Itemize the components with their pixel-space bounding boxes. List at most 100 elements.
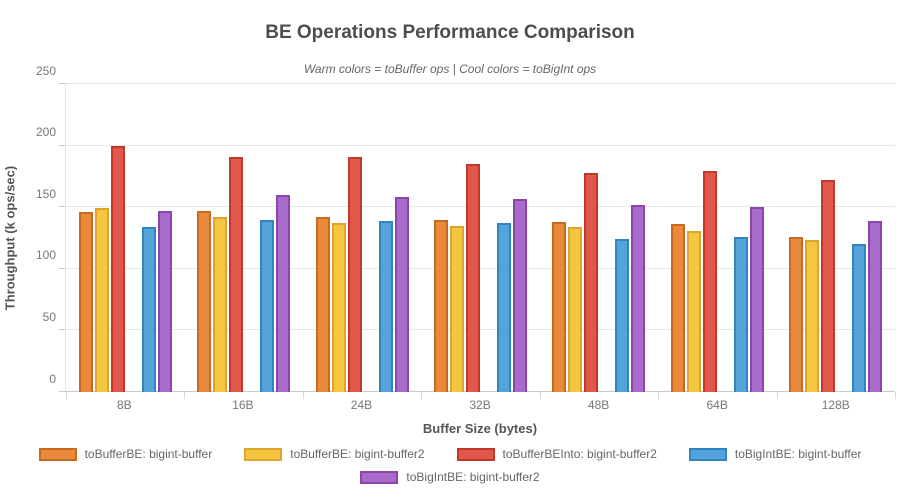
- x-tick-mark: [66, 392, 67, 399]
- legend-label: toBufferBE: bigint-buffer2: [290, 447, 425, 461]
- x-category-label: 128B: [821, 398, 850, 412]
- plot-area: 0 50 100 150 200 250: [36, 64, 896, 399]
- y-tick-label: 200: [35, 125, 56, 140]
- chart-subtitle: Warm colors = toBuffer ops | Cool colors…: [303, 62, 597, 76]
- bar[interactable]: [631, 204, 646, 392]
- x-category-label: 32B: [469, 398, 491, 412]
- bar[interactable]: [852, 244, 867, 392]
- x-axis-labels: 8B 16B 24B 32B 48B 64B 128B: [65, 398, 895, 412]
- bar[interactable]: [260, 219, 275, 392]
- y-tick-label: 150: [35, 186, 56, 201]
- x-category-label: 16B: [232, 398, 254, 412]
- bar[interactable]: [276, 194, 291, 392]
- bar-group-128B: [777, 84, 895, 392]
- bar[interactable]: [512, 198, 527, 392]
- gridline: [66, 329, 895, 331]
- x-tick-mark: [302, 392, 304, 399]
- bar[interactable]: [347, 156, 362, 392]
- x-category-label: 8B: [116, 398, 132, 412]
- legend-item[interactable]: toBufferBEInto: bigint-buffer2: [456, 447, 657, 461]
- x-category-label: 64B: [706, 398, 728, 412]
- legend-swatch: [38, 447, 77, 461]
- legend-item[interactable]: toBigIntBE: bigint-buffer2: [360, 470, 540, 484]
- gridline: [66, 267, 895, 269]
- bar[interactable]: [449, 225, 464, 392]
- gridline: [66, 144, 895, 146]
- bar[interactable]: [78, 212, 93, 392]
- legend-item[interactable]: toBigIntBE: bigint-buffer: [688, 447, 862, 461]
- y-tick-label: 250: [35, 63, 56, 78]
- bar[interactable]: [331, 223, 346, 392]
- x-tick-mark: [776, 392, 778, 399]
- bar[interactable]: [821, 180, 836, 392]
- y-tick-mark: [59, 267, 66, 269]
- bar-group-8B: [66, 84, 184, 392]
- x-tick-mark: [184, 392, 186, 399]
- legend-item[interactable]: toBufferBE: bigint-buffer2: [244, 447, 425, 461]
- bar[interactable]: [110, 145, 125, 392]
- y-tick-mark: [59, 391, 66, 392]
- legend: toBufferBE: bigint-buffer toBufferBE: big…: [0, 447, 900, 484]
- bar-group-24B: [303, 84, 421, 392]
- x-tick-mark: [421, 392, 423, 399]
- bar[interactable]: [157, 210, 172, 392]
- y-tick-label: 100: [35, 248, 56, 263]
- bar[interactable]: [229, 156, 244, 392]
- legend-label: toBufferBE: bigint-buffer: [84, 447, 213, 461]
- bar[interactable]: [496, 223, 511, 392]
- x-axis-title: Buffer Size (bytes): [422, 421, 538, 436]
- bar[interactable]: [94, 208, 109, 392]
- bar[interactable]: [465, 164, 480, 392]
- bar-group-16B: [184, 84, 302, 392]
- legend-label: toBufferBEInto: bigint-buffer2: [502, 447, 657, 461]
- bar[interactable]: [789, 236, 804, 392]
- legend-swatch: [244, 447, 283, 461]
- y-tick-label: 50: [42, 309, 56, 324]
- bar[interactable]: [568, 226, 583, 392]
- x-category-label: 24B: [350, 398, 373, 412]
- bar[interactable]: [584, 172, 599, 392]
- gridline: [66, 83, 895, 84]
- y-tick-mark: [59, 83, 66, 84]
- x-tick-mark: [658, 392, 660, 399]
- bar[interactable]: [315, 217, 330, 392]
- bar[interactable]: [552, 221, 567, 392]
- y-tick-mark: [59, 144, 66, 146]
- bar-group-48B: [540, 84, 658, 392]
- bar[interactable]: [213, 217, 228, 392]
- x-category-label: 48B: [587, 398, 610, 412]
- y-tick-label: 0: [49, 371, 56, 386]
- bar[interactable]: [615, 239, 630, 392]
- bar-groups: [66, 84, 895, 392]
- legend-swatch: [456, 447, 495, 461]
- gridline: [66, 206, 895, 208]
- y-tick-mark: [59, 329, 66, 331]
- legend-row: toBigIntBE: bigint-buffer2: [360, 470, 540, 484]
- bar[interactable]: [686, 230, 701, 392]
- bar[interactable]: [394, 197, 409, 392]
- bar[interactable]: [141, 226, 156, 392]
- x-tick-mark: [895, 392, 896, 399]
- bar[interactable]: [433, 219, 448, 392]
- bar[interactable]: [805, 240, 820, 392]
- legend-label: toBigIntBE: bigint-buffer: [734, 447, 862, 461]
- bar[interactable]: [868, 220, 883, 392]
- bar[interactable]: [670, 224, 685, 392]
- legend-swatch: [688, 447, 727, 461]
- bar[interactable]: [749, 207, 764, 392]
- bar[interactable]: [197, 210, 212, 392]
- bar-group-32B: [421, 84, 539, 392]
- chart-title: BE Operations Performance Comparison: [265, 22, 635, 43]
- bar[interactable]: [702, 171, 717, 392]
- bar[interactable]: [378, 220, 393, 392]
- bar-group-64B: [658, 84, 776, 392]
- x-tick-mark: [539, 392, 541, 399]
- legend-swatch: [360, 470, 399, 484]
- legend-item[interactable]: toBufferBE: bigint-buffer: [38, 447, 213, 461]
- y-tick-mark: [59, 206, 66, 208]
- bar[interactable]: [733, 236, 748, 392]
- legend-label: toBigIntBE: bigint-buffer2: [406, 470, 540, 484]
- gridline: [66, 391, 895, 392]
- legend-row: toBufferBE: bigint-buffer toBufferBE: big…: [38, 447, 862, 461]
